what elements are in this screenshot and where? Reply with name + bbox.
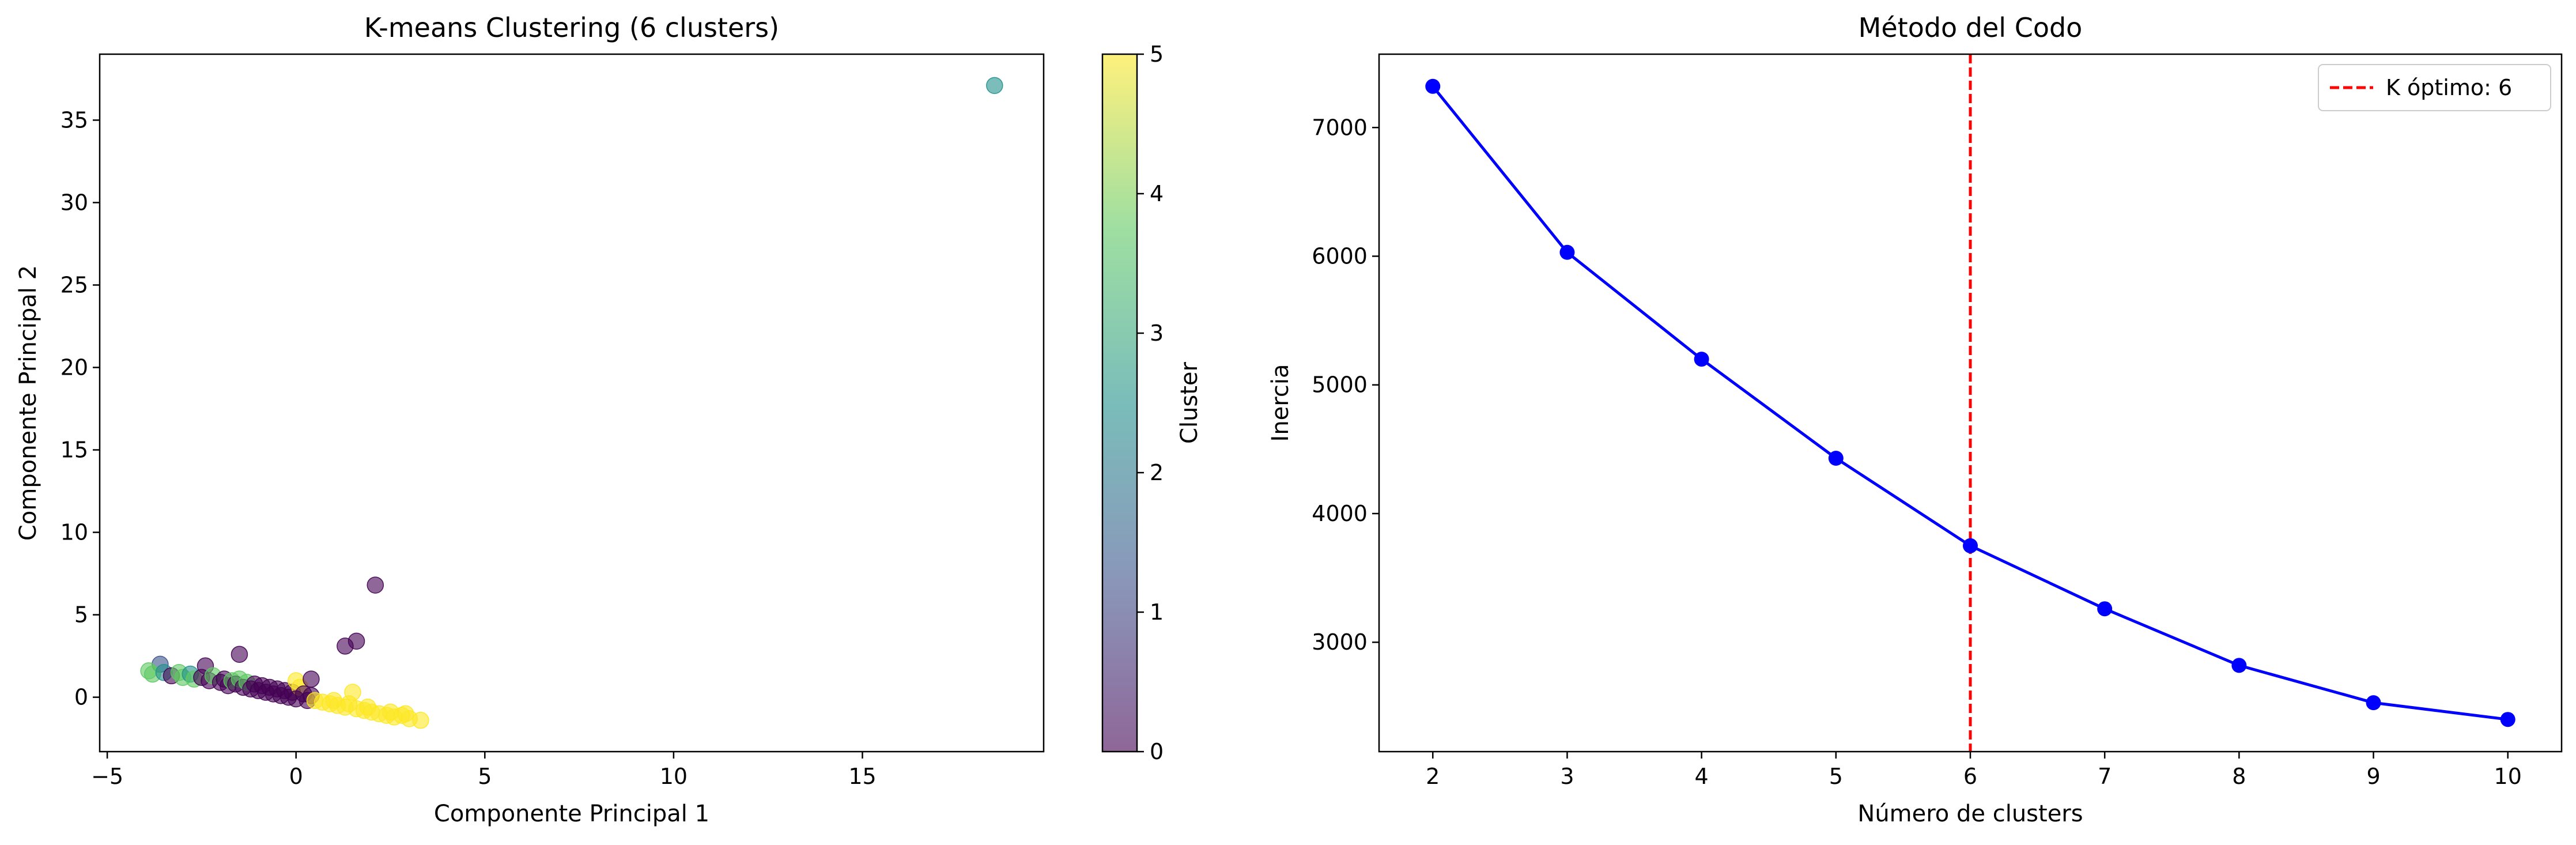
legend-box <box>2318 64 2551 111</box>
elbow-x-label: Número de clusters <box>1857 801 2083 827</box>
y-tick-label: 35 <box>61 107 88 133</box>
colorbar-label: Cluster <box>1176 361 1203 444</box>
scatter-point <box>303 670 320 688</box>
scatter-point <box>359 699 376 716</box>
scatter-point <box>396 705 414 722</box>
y-tick-label: 7000 <box>1312 115 1368 140</box>
x-tick-label: 9 <box>2366 764 2380 789</box>
legend-label: K óptimo: 6 <box>2386 75 2512 100</box>
y-tick-label: 30 <box>61 190 88 215</box>
x-tick-label: 7 <box>2098 764 2112 789</box>
x-tick-label: 8 <box>2232 764 2246 789</box>
colorbar-tick-label: 3 <box>1150 320 1164 346</box>
scatter-point <box>367 576 384 594</box>
inertia-point <box>2097 601 2113 617</box>
scatter-x-label: Componente Principal 1 <box>434 801 709 827</box>
y-tick-label: 0 <box>74 685 88 710</box>
scatter-x-ticks: −5 0 5 10 15 <box>91 752 877 789</box>
x-tick-label: 10 <box>2494 764 2522 789</box>
elbow-y-ticks: 3000 4000 5000 6000 7000 <box>1312 115 1379 655</box>
elbow-y-label: Inercia <box>1267 364 1294 442</box>
colorbar-frame <box>1101 53 1138 753</box>
y-tick-label: 3000 <box>1312 629 1368 655</box>
inertia-point <box>2500 712 2515 727</box>
scatter-title: K-means Clustering (6 clusters) <box>364 12 779 43</box>
inertia-point <box>2231 658 2247 673</box>
x-tick-label: 3 <box>1560 764 1574 789</box>
colorbar-tick-label: 0 <box>1150 739 1164 764</box>
y-tick-label: 6000 <box>1312 243 1368 269</box>
inertia-point <box>1963 538 1978 553</box>
scatter-y-label: Componente Principal 2 <box>15 265 41 541</box>
x-tick-label: 6 <box>1963 764 1977 789</box>
colorbar: 0 1 2 3 4 5 Cluster <box>1101 42 1203 764</box>
scatter-point <box>337 637 354 655</box>
colorbar-ticks: 0 1 2 3 4 5 <box>1137 42 1164 764</box>
inertia-point <box>2366 695 2381 711</box>
elbow-legend: K óptimo: 6 <box>2318 64 2551 111</box>
x-tick-label: −5 <box>91 764 123 789</box>
elbow-series <box>1425 78 2515 727</box>
x-tick-label: 10 <box>660 764 688 789</box>
inertia-point <box>1694 352 1709 367</box>
inertia-point <box>1559 244 1575 260</box>
scatter-point <box>325 692 342 710</box>
colorbar-tick-label: 4 <box>1150 181 1164 206</box>
inertia-point <box>1828 450 1844 466</box>
scatter-point <box>382 703 399 721</box>
colorbar-tick-label: 1 <box>1150 599 1164 625</box>
scatter-y-ticks: 0 5 10 15 20 25 30 35 <box>61 107 100 710</box>
x-tick-label: 2 <box>1426 764 1440 789</box>
y-tick-label: 15 <box>61 437 88 463</box>
scatter-point <box>412 711 429 729</box>
scatter-point <box>340 695 358 712</box>
elbow-x-ticks: 2 3 4 5 6 7 8 9 10 <box>1426 752 2522 789</box>
x-tick-label: 5 <box>478 764 492 789</box>
x-tick-label: 15 <box>848 764 876 789</box>
elbow-title: Método del Codo <box>1859 12 2083 43</box>
colorbar-gradient <box>1102 54 1137 752</box>
scatter-chart: K-means Clustering (6 clusters) −5 0 5 10 15… <box>15 12 1045 827</box>
colorbar-tick-label: 2 <box>1150 460 1164 485</box>
y-tick-label: 4000 <box>1312 501 1368 526</box>
y-tick-label: 5000 <box>1312 372 1368 398</box>
inertia-point <box>1425 78 1441 94</box>
y-tick-label: 5 <box>74 602 88 628</box>
y-tick-label: 25 <box>61 272 88 297</box>
scatter-plot-frame <box>99 53 1045 753</box>
x-tick-label: 5 <box>1829 764 1843 789</box>
y-tick-label: 10 <box>61 520 88 545</box>
scatter-points <box>140 77 1003 729</box>
elbow-chart: Método del Codo 2 3 4 5 6 7 8 9 10 3000 4000 5000 6… <box>1267 12 2563 827</box>
scatter-point <box>231 646 248 663</box>
scatter-point <box>986 77 1003 95</box>
x-tick-label: 4 <box>1695 764 1709 789</box>
y-tick-label: 20 <box>61 354 88 380</box>
x-tick-label: 0 <box>289 764 303 789</box>
colorbar-tick-label: 5 <box>1150 42 1164 67</box>
